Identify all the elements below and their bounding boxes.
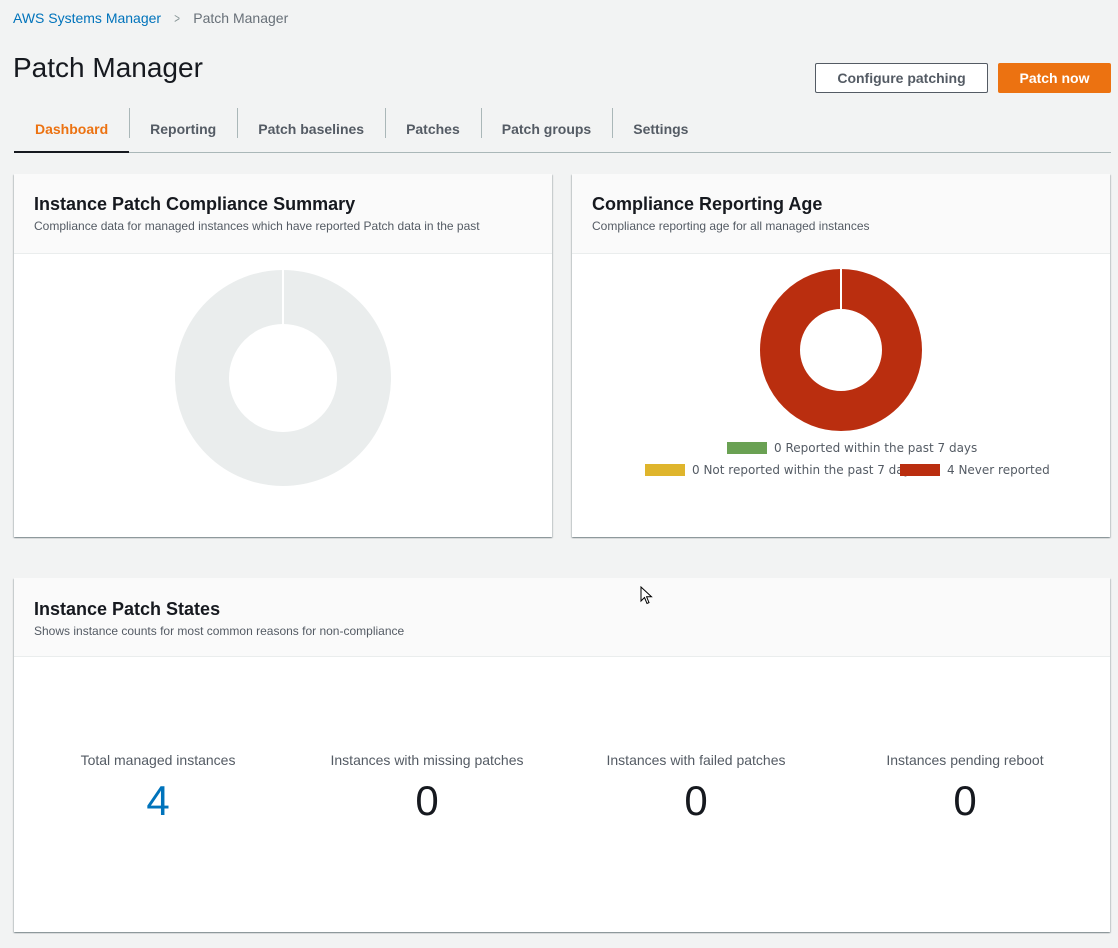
legend-label: 0 Not reported within the past 7 days [692, 463, 917, 477]
page-title: Patch Manager [13, 52, 203, 83]
tab-dashboard[interactable]: Dashboard [14, 106, 130, 153]
tab-settings[interactable]: Settings [612, 106, 709, 152]
card-title: Instance Patch Compliance Summary [34, 194, 356, 214]
legend-label: 0 Reported within the past 7 days [774, 441, 978, 455]
stat-value: 0 [684, 777, 708, 824]
compliance-summary-card: Instance Patch Compliance Summary Compli… [14, 174, 552, 537]
card-header: Instance Patch States Shows instance cou… [14, 578, 1110, 657]
stat-total-managed: Total managed instances 4 [28, 752, 288, 825]
tab-patch-baselines[interactable]: Patch baselines [237, 106, 385, 152]
stat-label: Instances with missing patches [330, 752, 524, 768]
stat-label: Instances pending reboot [886, 752, 1044, 768]
card-header: Compliance Reporting Age Compliance repo… [572, 174, 1110, 254]
stat-value: 0 [953, 777, 977, 824]
stat-value-link[interactable]: 4 [146, 777, 170, 824]
legend-swatch-green [727, 442, 767, 454]
chevron-right-icon: > [174, 10, 181, 26]
legend-swatch-red [900, 464, 940, 476]
patch-states-card: Instance Patch States Shows instance cou… [14, 578, 1110, 932]
tab-patch-groups[interactable]: Patch groups [480, 106, 612, 152]
card-header: Instance Patch Compliance Summary Compli… [14, 174, 552, 254]
card-description: Shows instance counts for most common re… [34, 624, 405, 638]
tab-patches[interactable]: Patches [385, 106, 481, 152]
configure-patching-button[interactable]: Configure patching [815, 63, 988, 93]
legend-item-never-reported: 4 Never reported [900, 463, 1050, 477]
stat-pending-reboot: Instances pending reboot 0 [835, 752, 1095, 825]
stat-failed-patches: Instances with failed patches 0 [566, 752, 826, 825]
card-title: Compliance Reporting Age [592, 194, 823, 214]
legend-item-not-reported: 0 Not reported within the past 7 days [645, 463, 917, 477]
card-description: Compliance data for managed instances wh… [34, 219, 480, 233]
stat-value: 0 [415, 777, 439, 824]
mouse-cursor-icon [640, 586, 653, 605]
card-description: Compliance reporting age for all managed… [592, 219, 870, 233]
stat-label: Total managed instances [80, 752, 236, 768]
reporting-age-card: Compliance Reporting Age Compliance repo… [572, 174, 1110, 537]
stat-missing-patches: Instances with missing patches 0 [297, 752, 557, 825]
legend-label: 4 Never reported [947, 463, 1050, 477]
card-title: Instance Patch States [34, 599, 221, 619]
legend-swatch-yellow [645, 464, 685, 476]
stat-label: Instances with failed patches [606, 752, 786, 768]
reporting-age-donut [760, 269, 922, 431]
tab-reporting[interactable]: Reporting [129, 106, 237, 152]
patch-now-button[interactable]: Patch now [998, 63, 1111, 93]
breadcrumb-current: Patch Manager [193, 10, 289, 26]
breadcrumb: AWS Systems Manager > Patch Manager [13, 10, 288, 26]
breadcrumb-systems-manager-link[interactable]: AWS Systems Manager [13, 10, 162, 26]
legend-item-reported: 0 Reported within the past 7 days [727, 441, 977, 455]
tab-bar: Dashboard Reporting Patch baselines Patc… [14, 106, 1111, 153]
compliance-summary-donut [175, 270, 391, 486]
